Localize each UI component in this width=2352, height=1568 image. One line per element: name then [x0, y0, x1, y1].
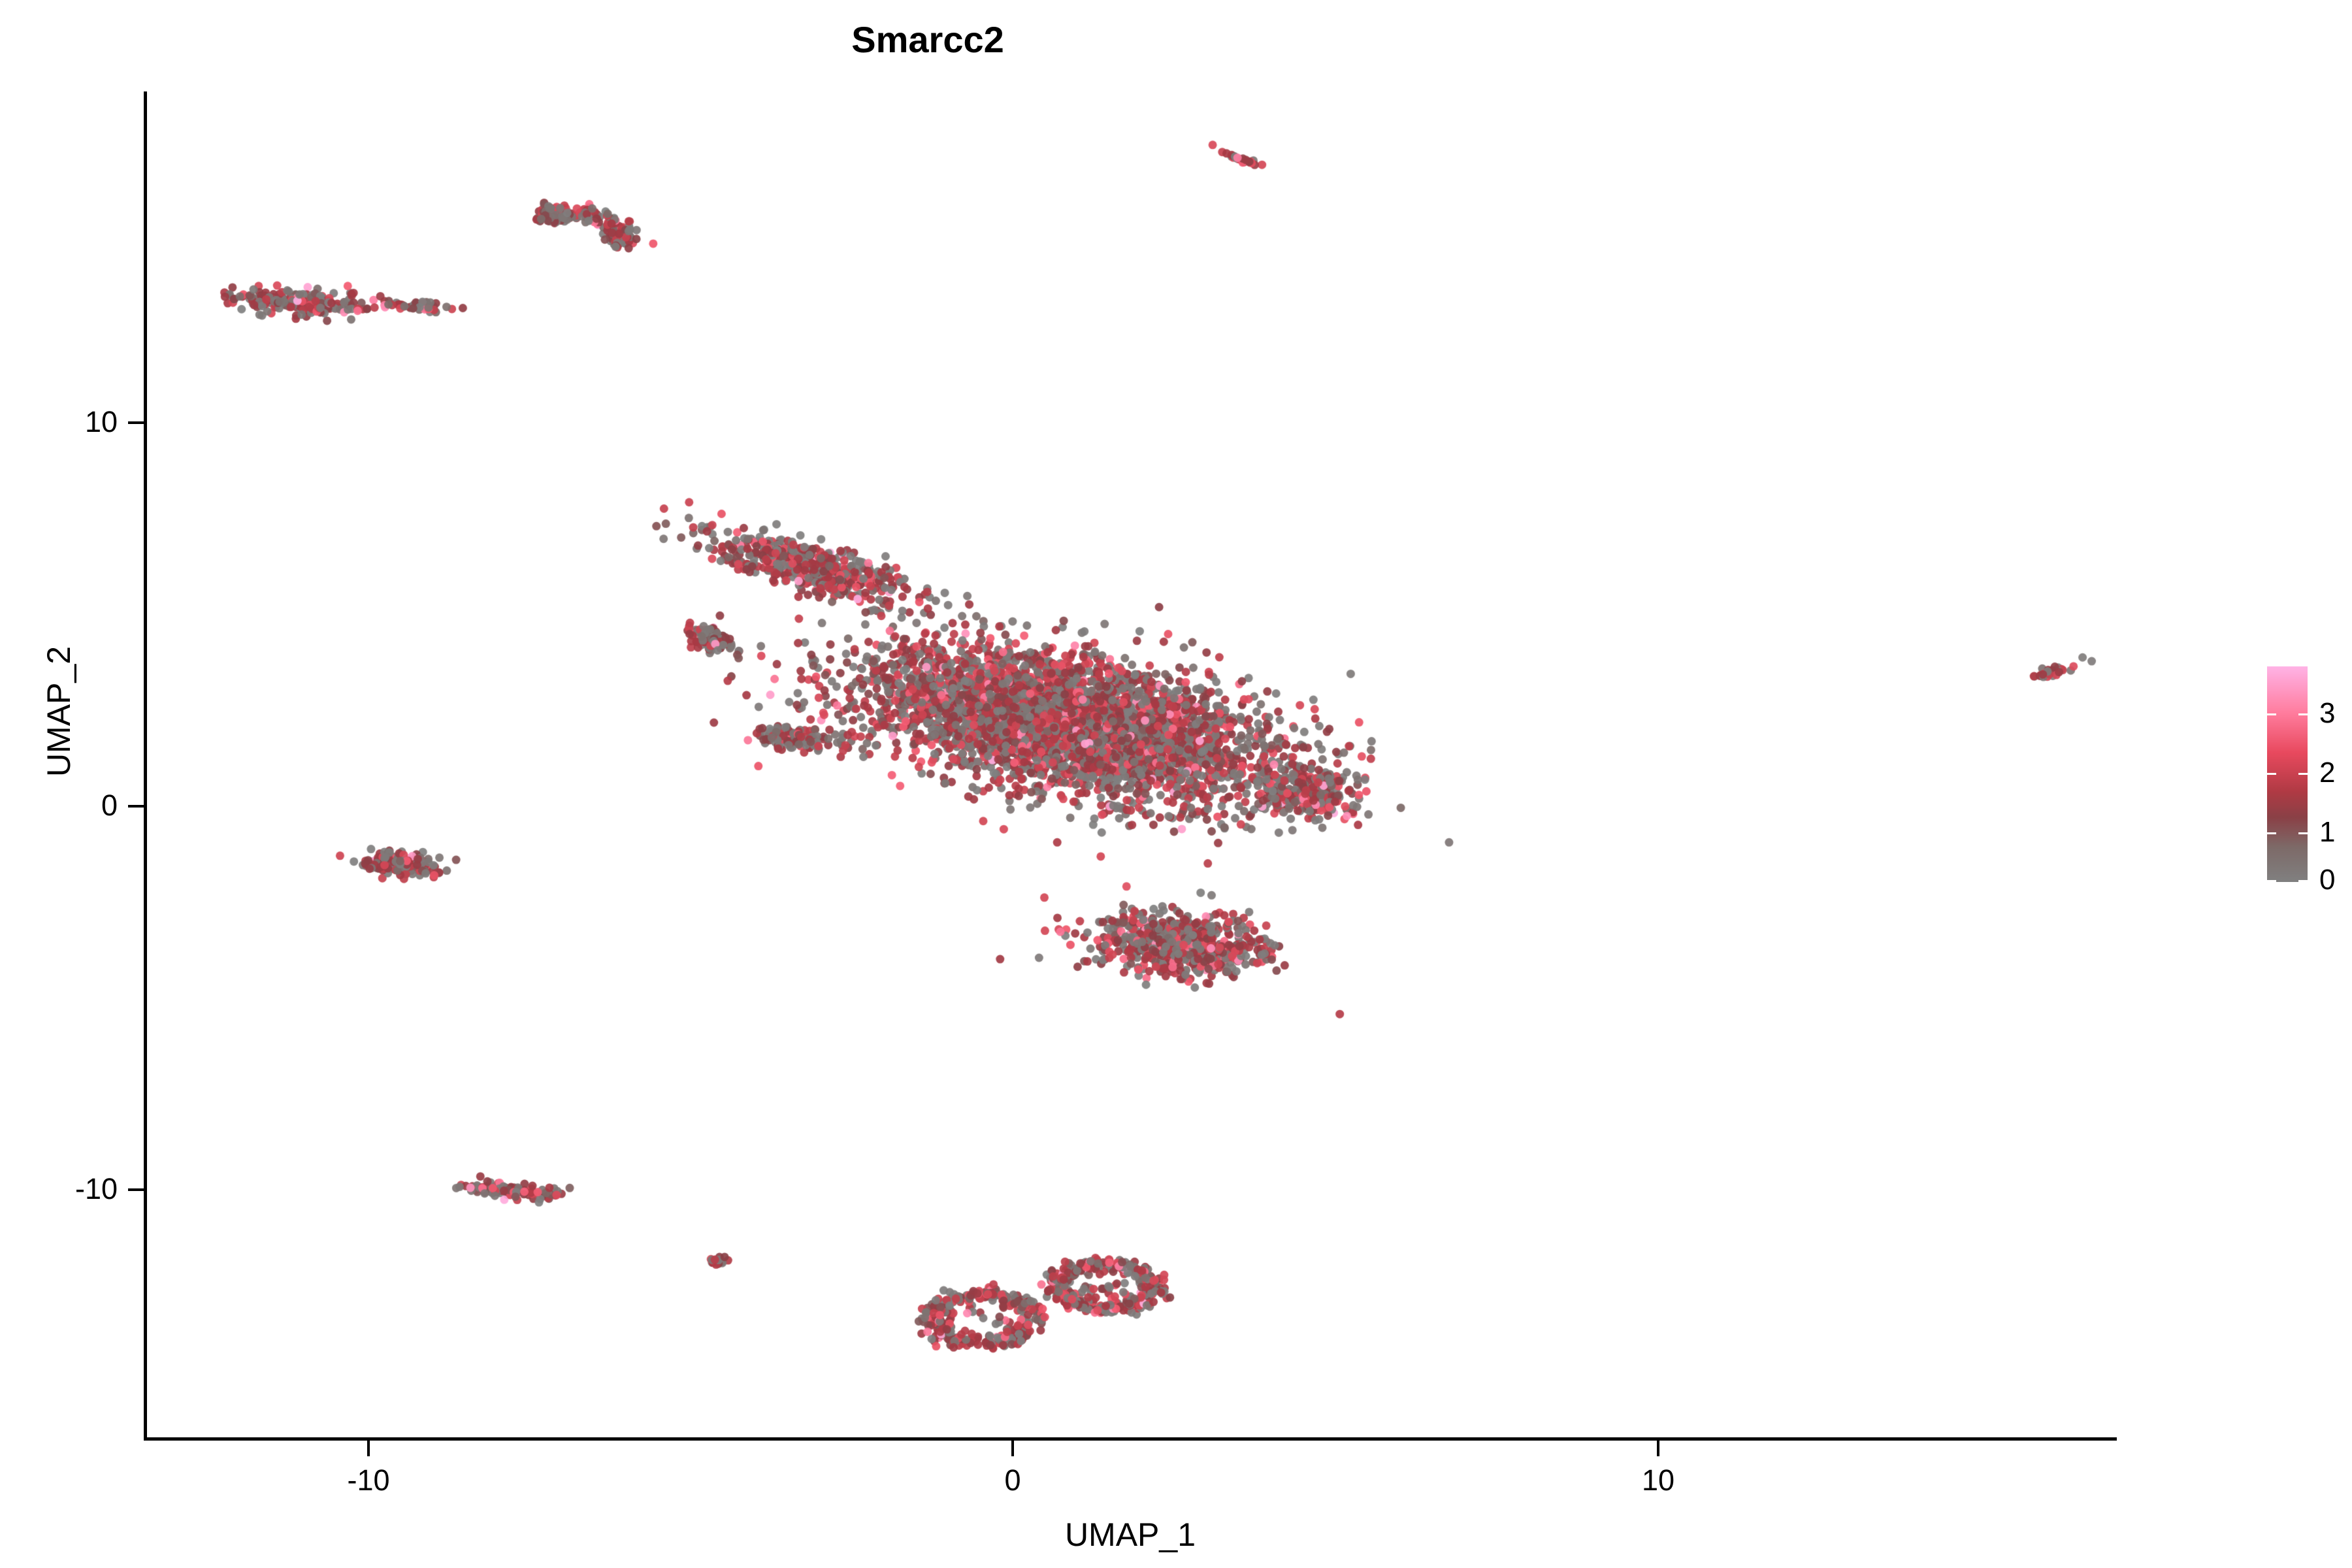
colorbar-label: 2 [2319, 757, 2336, 789]
y-tick-mark [128, 1188, 144, 1191]
colorbar-tick [2298, 773, 2308, 775]
x-tick-mark [367, 1441, 370, 1456]
y-tick-mark [128, 421, 144, 424]
x-axis-line [144, 1437, 2117, 1441]
x-tick-label: 0 [1004, 1463, 1021, 1497]
colorbar-tick [2267, 773, 2276, 775]
x-axis-title: UMAP_1 [1064, 1516, 1196, 1553]
y-axis-title: UMAP_2 [41, 645, 77, 777]
colorbar-tick [2298, 713, 2308, 715]
y-axis-line [144, 91, 147, 1441]
y-tick-label: 10 [84, 405, 118, 438]
colorbar-tick [2267, 880, 2276, 882]
colorbar-tick [2298, 832, 2308, 834]
y-tick-mark [128, 805, 144, 808]
scatter-points-canvas [144, 91, 2117, 1439]
x-tick-label: 10 [1641, 1463, 1675, 1497]
x-tick-mark [1657, 1441, 1659, 1456]
x-tick-label: -10 [347, 1463, 390, 1497]
plot-panel [144, 91, 2117, 1439]
colorbar-label: 3 [2319, 697, 2336, 729]
y-tick-label: 0 [101, 789, 118, 822]
x-tick-mark [1011, 1441, 1014, 1456]
colorbar-label: 1 [2319, 816, 2336, 848]
colorbar-label: 0 [2319, 864, 2336, 896]
page-title: Smarcc2 [851, 19, 1004, 60]
colorbar-tick [2298, 880, 2308, 882]
y-tick-label: -10 [74, 1172, 118, 1205]
colorbar-tick [2267, 832, 2276, 834]
colorbar-tick [2267, 713, 2276, 715]
